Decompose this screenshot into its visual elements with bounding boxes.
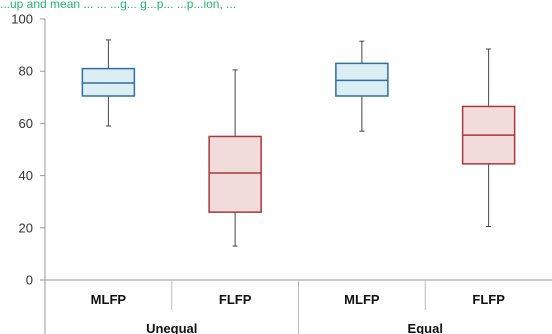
box-unequal-mlfp	[81, 39, 136, 127]
x-axis-labels: MLFP FLFP MLFP FLFP Unequal Equal	[91, 292, 506, 334]
y-tick-label: 40	[19, 168, 33, 183]
box-equal-flfp	[461, 48, 516, 227]
chart-title-fragment: ...up and mean ... ... ...g... g...p... …	[0, 0, 236, 11]
y-tick-label: 100	[11, 12, 33, 27]
category-label: FLFP	[219, 292, 252, 307]
category-label: MLFP	[344, 292, 380, 307]
y-tick-label: 80	[19, 64, 33, 79]
group-label: Unequal	[146, 321, 197, 334]
y-tick-label: 20	[19, 220, 33, 235]
box-equal-mlfp	[335, 40, 389, 132]
box-unequal-flfp	[208, 69, 262, 247]
y-tick-label: 60	[19, 116, 33, 131]
group-label: Equal	[408, 321, 443, 334]
y-tick-label: 0	[26, 273, 33, 288]
y-axis: 0 20 40 60 80 100	[11, 12, 45, 288]
axes-frame	[44, 19, 552, 334]
category-label: MLFP	[91, 292, 127, 307]
interquartile-box	[208, 135, 262, 213]
category-label: FLFP	[472, 292, 505, 307]
boxes	[81, 39, 516, 247]
